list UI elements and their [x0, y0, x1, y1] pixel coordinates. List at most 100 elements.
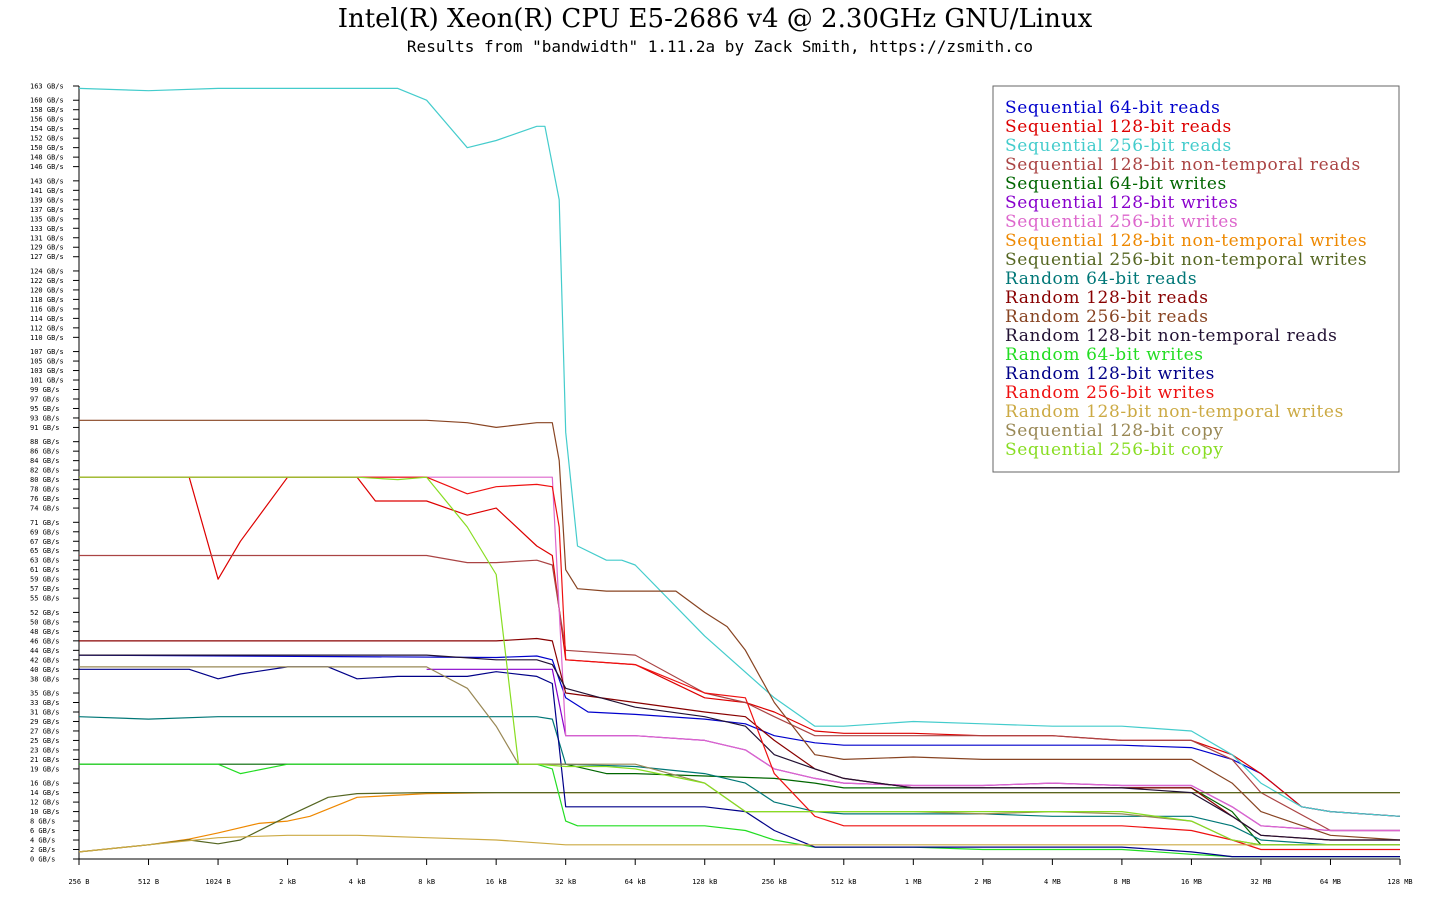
series-line-7	[79, 476, 1400, 832]
y-tick-label: 48 GB/s	[30, 628, 60, 636]
x-tick-label: 1024 B	[205, 878, 230, 886]
y-tick-label: 0 GB/s	[30, 856, 55, 864]
legend-entry: Sequential 256-bit reads	[1005, 136, 1232, 156]
y-tick-label: 29 GB/s	[30, 718, 60, 726]
y-tick-label: 160 GB/s	[30, 97, 64, 105]
y-tick-label: 129 GB/s	[30, 244, 64, 252]
y-tick-label: 76 GB/s	[30, 495, 60, 503]
y-tick-label: 55 GB/s	[30, 595, 60, 603]
y-tick-label: 152 GB/s	[30, 135, 64, 143]
legend-entry: Random 128-bit non-temporal writes	[1005, 402, 1344, 422]
series-line-9	[78, 792, 1400, 853]
y-tick-label: 27 GB/s	[30, 727, 60, 735]
x-tick-label: 256 kB	[762, 878, 787, 886]
x-tick-label: 2 MB	[974, 878, 991, 886]
legend-entry: Random 64-bit reads	[1005, 269, 1197, 289]
chart-title: Intel(R) Xeon(R) CPU E5-2686 v4 @ 2.30GH…	[337, 4, 1093, 34]
series-line-18	[79, 666, 1400, 846]
series-line-15	[79, 666, 1400, 858]
series-line-11	[79, 637, 1400, 841]
y-tick-label: 69 GB/s	[30, 528, 60, 536]
legend-entry: Sequential 64-bit writes	[1005, 174, 1227, 194]
y-tick-label: 71 GB/s	[30, 519, 60, 527]
x-tick-label: 2 kB	[279, 878, 296, 886]
chart-axes: 0 GB/s 2 GB/s4 GB/s 6 GB/s8 GB/s 10 GB/s12 …	[30, 83, 1413, 887]
y-tick-label: 6 GB/s	[30, 827, 55, 835]
y-tick-label: 52 GB/s	[30, 609, 60, 617]
series-line-16	[79, 476, 1400, 851]
x-tick-label: 16 MB	[1181, 878, 1202, 886]
y-tick-label: 67 GB/s	[30, 538, 60, 546]
y-tick-label: 146 GB/s	[30, 163, 64, 171]
y-tick-label: 21 GB/s	[30, 756, 60, 764]
legend-entry: Sequential 128-bit writes	[1005, 193, 1238, 213]
y-tick-label: 93 GB/s	[30, 414, 60, 422]
x-tick-label: 64 MB	[1320, 878, 1341, 886]
legend-entry: Random 128-bit writes	[1005, 364, 1215, 384]
y-tick-label: 116 GB/s	[30, 305, 64, 313]
x-tick-label: 64 kB	[625, 878, 646, 886]
y-tick-label: 42 GB/s	[30, 656, 60, 664]
x-tick-label: 128 kB	[692, 878, 717, 886]
x-tick-label: 512 B	[138, 878, 159, 886]
y-tick-label: 74 GB/s	[30, 505, 60, 513]
legend-entry: Sequential 128-bit non-temporal reads	[1005, 155, 1361, 175]
legend-entry: Sequential 128-bit non-temporal writes	[1005, 231, 1367, 251]
y-tick-label: 135 GB/s	[30, 215, 64, 223]
series-line-19	[79, 476, 1400, 846]
x-tick-label: 512 kB	[831, 878, 856, 886]
series-lines	[78, 87, 1401, 858]
y-tick-label: 120 GB/s	[30, 286, 64, 294]
y-tick-label: 57 GB/s	[30, 585, 60, 593]
y-tick-label: 10 GB/s	[30, 808, 60, 816]
legend-entry: Random 128-bit non-temporal reads	[1005, 326, 1338, 346]
y-tick-label: 88 GB/s	[30, 438, 60, 446]
y-tick-label: 156 GB/s	[30, 116, 64, 124]
y-tick-label: 131 GB/s	[30, 234, 64, 242]
x-tick-label: 4 MB	[1044, 878, 1061, 886]
x-tick-label: 32 kB	[555, 878, 576, 886]
y-tick-label: 78 GB/s	[30, 486, 60, 494]
y-tick-label: 99 GB/s	[30, 386, 60, 394]
series-line-4	[79, 554, 1400, 832]
y-tick-label: 12 GB/s	[30, 799, 60, 807]
chart-subtitle: Results from "bandwidth" 1.11.2a by Zack…	[406, 37, 1034, 56]
series-line-3	[78, 87, 1401, 817]
y-tick-label: 2 GB/s	[30, 846, 55, 854]
y-tick-label: 23 GB/s	[30, 746, 60, 754]
x-tick-label: 32 MB	[1250, 878, 1271, 886]
y-tick-label: 148 GB/s	[30, 154, 64, 162]
y-tick-label: 110 GB/s	[30, 334, 64, 342]
y-tick-label: 61 GB/s	[30, 566, 60, 574]
y-tick-label: 97 GB/s	[30, 395, 60, 403]
series-line-17	[78, 834, 1400, 853]
y-tick-label: 127 GB/s	[30, 253, 64, 261]
y-tick-label: 163 GB/s	[30, 83, 64, 91]
series-line-2	[188, 476, 1401, 817]
y-tick-label: 59 GB/s	[30, 576, 60, 584]
legend-entry: Sequential 256-bit copy	[1005, 440, 1224, 460]
x-tick-label: 128 MB	[1387, 878, 1412, 886]
legend-entry: Sequential 256-bit non-temporal writes	[1005, 250, 1367, 270]
y-tick-label: 158 GB/s	[30, 106, 64, 114]
y-tick-label: 63 GB/s	[30, 557, 60, 565]
x-tick-label: 4 kB	[349, 878, 366, 886]
legend-entry: Sequential 128-bit copy	[1005, 421, 1224, 441]
y-tick-label: 139 GB/s	[30, 196, 64, 204]
series-line-14	[79, 763, 1400, 858]
y-tick-label: 46 GB/s	[30, 637, 60, 645]
y-tick-label: 103 GB/s	[30, 367, 64, 375]
y-tick-label: 91 GB/s	[30, 424, 60, 432]
y-tick-label: 150 GB/s	[30, 144, 64, 152]
y-tick-label: 114 GB/s	[30, 315, 64, 323]
series-line-10	[78, 716, 1400, 846]
y-tick-label: 154 GB/s	[30, 125, 64, 133]
y-tick-label: 86 GB/s	[30, 448, 60, 456]
y-tick-label: 133 GB/s	[30, 225, 64, 233]
x-tick-label: 8 kB	[418, 878, 435, 886]
legend-entry: Random 64-bit writes	[1005, 345, 1204, 365]
legend-entry: Sequential 128-bit reads	[1005, 117, 1232, 137]
x-tick-label: 1 MB	[905, 878, 922, 886]
series-line-1	[78, 654, 1401, 817]
